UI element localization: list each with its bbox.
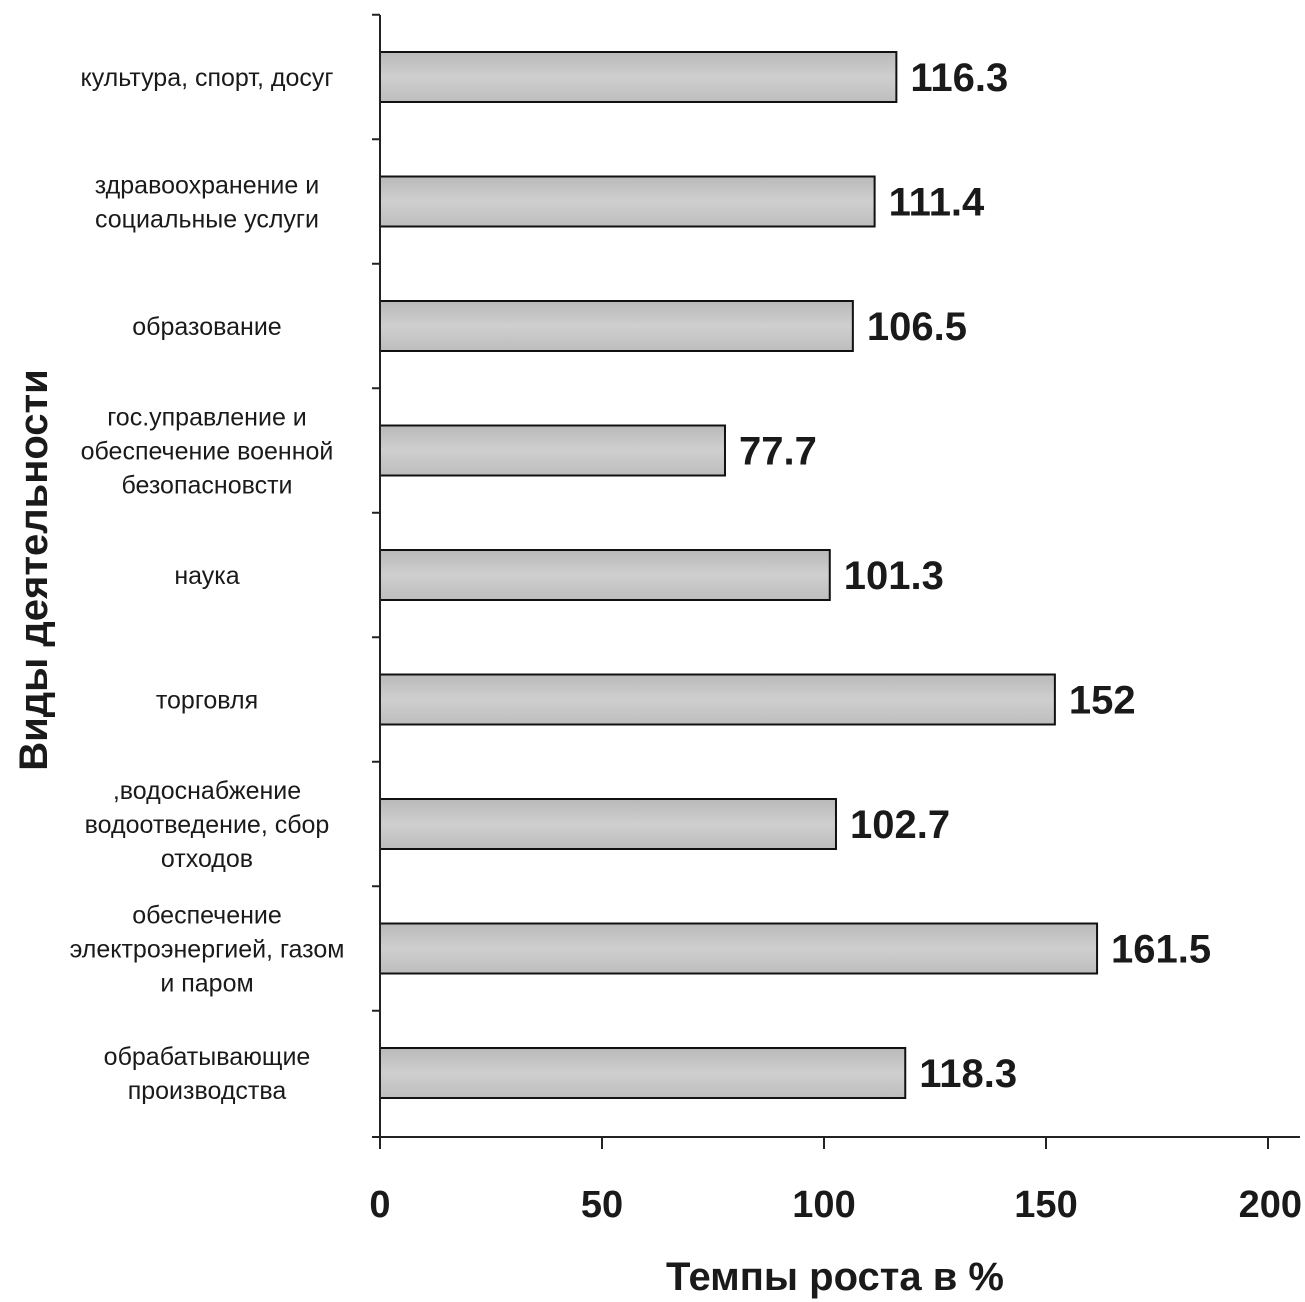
bar-value-label: 102.7 bbox=[850, 803, 950, 847]
bar bbox=[379, 300, 854, 352]
category-label: образование bbox=[132, 313, 281, 341]
bar-value-label: 161.5 bbox=[1111, 928, 1211, 972]
ticks-layer bbox=[372, 13, 1269, 1149]
category-label: гос.управление и обеспечение военной безоп… bbox=[81, 404, 334, 500]
bar bbox=[379, 673, 1056, 726]
category-label-line: обеспечение bbox=[132, 902, 282, 930]
bar-value-label: 111.4 bbox=[889, 181, 985, 225]
category-label-line: обрабатывающие bbox=[104, 1043, 311, 1071]
bar-value-label: 152 bbox=[1069, 679, 1136, 723]
category-label-line: ,водоснабжение bbox=[113, 777, 301, 805]
x-tick-label: 100 bbox=[792, 1184, 855, 1226]
category-label-line: безопасновсти bbox=[121, 472, 292, 500]
category-label: здравоохранение и социальные услуги bbox=[95, 172, 319, 234]
x-axis-title: Темпы роста в % bbox=[666, 1255, 1004, 1299]
category-label: ,водоснабжение водоотведение, сбор отходов bbox=[85, 777, 330, 873]
category-label-line: здравоохранение и bbox=[95, 172, 319, 200]
category-label: торговля bbox=[156, 687, 258, 715]
bar-value-label: 101.3 bbox=[844, 554, 944, 598]
category-label-line: торговля bbox=[156, 687, 258, 715]
category-label-line: культура, спорт, досуг bbox=[81, 64, 334, 92]
bar bbox=[379, 175, 876, 228]
bar-value-label: 118.3 bbox=[919, 1052, 1017, 1096]
category-label-line: социальные услуги bbox=[95, 206, 319, 234]
labels-layer: 0 50 100 150 200 116.3 культура, спорт, досуг 1… bbox=[70, 56, 1302, 1226]
bar bbox=[379, 51, 898, 103]
category-label-line: отходов bbox=[161, 845, 253, 873]
category-label-line: наука bbox=[174, 562, 239, 590]
bar-value-label: 106.5 bbox=[867, 305, 967, 349]
x-tick-label: 50 bbox=[581, 1184, 623, 1226]
category-label-line: и паром bbox=[160, 970, 253, 998]
bar bbox=[379, 424, 726, 477]
category-label-line: образование bbox=[132, 313, 281, 341]
category-label-line: производства bbox=[128, 1077, 287, 1105]
category-label-line: электроэнергией, газом bbox=[70, 936, 345, 964]
category-label: культура, спорт, досуг bbox=[81, 64, 334, 92]
category-label-line: гос.управление и bbox=[107, 404, 307, 432]
bar-value-label: 116.3 bbox=[910, 56, 1008, 100]
y-axis-title: Виды деятельности bbox=[12, 369, 56, 770]
bar bbox=[379, 798, 837, 850]
bar-value-label: 77.7 bbox=[739, 430, 817, 474]
category-label: обеспечение электроэнергией, газом и паром bbox=[70, 902, 345, 998]
category-label: наука bbox=[174, 562, 239, 590]
category-label-line: водоотведение, сбор bbox=[85, 811, 330, 839]
x-tick-label: 0 bbox=[369, 1184, 390, 1226]
category-label: обрабатывающие производства bbox=[104, 1043, 311, 1105]
category-label-line: обеспечение военной bbox=[81, 438, 334, 466]
bar bbox=[379, 549, 831, 601]
bars-layer bbox=[379, 51, 1099, 1099]
axes-layer bbox=[372, 15, 1300, 1138]
x-tick-label: 150 bbox=[1014, 1184, 1077, 1226]
x-tick-label: 200 bbox=[1239, 1184, 1302, 1226]
bar bbox=[379, 922, 1099, 975]
bar bbox=[379, 1047, 907, 1099]
